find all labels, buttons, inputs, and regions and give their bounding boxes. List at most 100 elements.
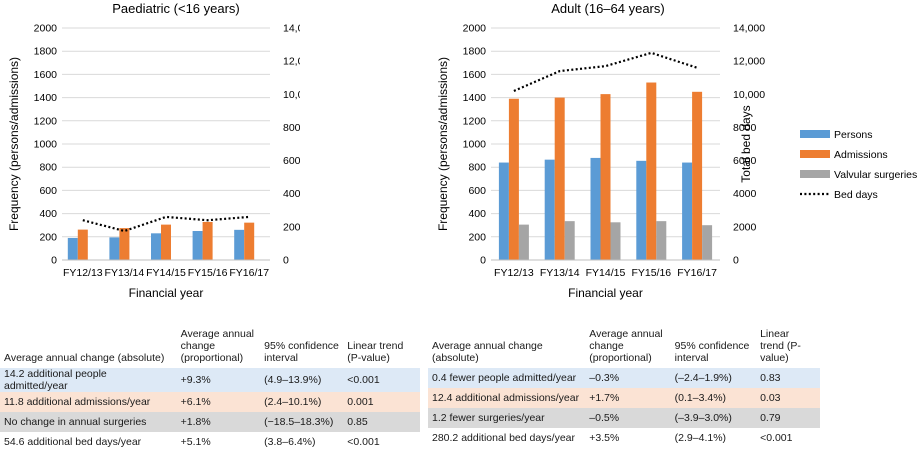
- header-trend-text: Linear trend (P-value): [760, 328, 801, 364]
- table-cell: No change in annual surgeries: [0, 412, 177, 432]
- header-ci-text: 95% confidence interval: [264, 340, 339, 364]
- header-ci-text: 95% confidence interval: [675, 340, 750, 364]
- x-axis-label: Financial year: [568, 286, 643, 300]
- y-tick-label: 200: [468, 231, 486, 243]
- y-tick-label: 1400: [463, 92, 487, 104]
- paediatric-change-table: Average annual change (absolute) Average…: [0, 328, 420, 452]
- table-cell: (0.1–3.4%): [671, 388, 756, 408]
- y-tick-label: 0: [480, 255, 486, 267]
- bar-admissions: [509, 99, 519, 260]
- table-cell: (–3.9–3.0%): [671, 408, 756, 428]
- table-cell: 0.83: [756, 368, 820, 388]
- table-cell: 1.2 fewer surgeries/year: [428, 408, 585, 428]
- table-row: No change in annual surgeries+1.8%(−18.5…: [0, 412, 420, 432]
- y2-axis-label: Total bed days: [739, 105, 753, 182]
- table-cell: –0.3%: [585, 368, 670, 388]
- legend-label: Bed days: [834, 189, 878, 201]
- table-cell: 0.79: [756, 408, 820, 428]
- bar-admissions: [692, 92, 702, 260]
- y2-tick-label: 12,000: [733, 56, 765, 68]
- bar-persons: [682, 163, 692, 260]
- table-cell: 0.001: [343, 392, 420, 412]
- header-proportional-text: Average annual change (proportional): [589, 328, 662, 364]
- line-bed-days: [514, 53, 697, 91]
- bar-persons: [499, 163, 509, 260]
- table-cell: +3.5%: [585, 428, 670, 448]
- table-cell: (3.8–6.4%): [260, 432, 343, 452]
- x-tick-label: FY15/16: [631, 267, 671, 279]
- table-cell: +9.3%: [177, 368, 261, 392]
- legend-swatch: [800, 150, 830, 158]
- bar-valvular-surgeries: [565, 221, 575, 260]
- y-axis-label: Frequency (persons/admissions): [436, 57, 450, 231]
- table-cell: 11.8 additional admissions/year: [0, 392, 177, 412]
- header-absolute: Average annual change (absolute): [0, 328, 177, 368]
- legend-label: Admissions: [834, 149, 888, 161]
- y-tick-label: 1600: [463, 69, 487, 81]
- table-cell: 12.4 additional admissions/year: [428, 388, 585, 408]
- table-cell: +5.1%: [177, 432, 261, 452]
- header-absolute: Average annual change (absolute): [428, 328, 585, 368]
- table-cell: 0.03: [756, 388, 820, 408]
- chart-title: Adult (16–64 years): [551, 1, 664, 16]
- header-ci: 95% confidence interval: [671, 328, 756, 368]
- y-tick-label: 800: [468, 162, 486, 174]
- legend-swatch: [800, 170, 830, 178]
- table-row: 0.4 fewer people admitted/year–0.3%(–2.4…: [428, 368, 820, 388]
- header-proportional: Average annual change (proportional): [585, 328, 670, 368]
- x-tick-label: FY12/13: [494, 267, 534, 279]
- bar-valvular-surgeries: [519, 225, 529, 260]
- table-cell: <0.001: [343, 368, 420, 392]
- x-tick-label: FY14/15: [586, 267, 626, 279]
- table-header-row: Average annual change (absolute) Average…: [428, 328, 820, 368]
- header-trend: Linear trend (P-value): [343, 328, 420, 368]
- legend-swatch: [800, 130, 830, 138]
- y2-tick-label: 2000: [733, 221, 757, 233]
- bar-persons: [545, 160, 555, 260]
- bar-persons: [591, 158, 601, 260]
- y2-tick-label: 4000: [733, 188, 757, 200]
- header-proportional-text: Average annual change (proportional): [181, 328, 254, 364]
- header-trend-text: Linear trend (P-value): [347, 340, 403, 364]
- y-tick-label: 400: [468, 208, 486, 220]
- header-proportional: Average annual change (proportional): [177, 328, 261, 368]
- y-tick-label: 2000: [463, 23, 487, 35]
- table-cell: (−18.5–18.3%): [260, 412, 343, 432]
- y-tick-label: 600: [468, 185, 486, 197]
- y2-tick-label: 10,000: [733, 89, 765, 101]
- bar-valvular-surgeries: [702, 225, 712, 260]
- table-cell: (2.4–10.1%): [260, 392, 343, 412]
- table-cell: 0.4 fewer people admitted/year: [428, 368, 585, 388]
- bar-valvular-surgeries: [656, 221, 666, 260]
- table-row: 54.6 additional bed days/year+5.1%(3.8–6…: [0, 432, 420, 452]
- table-cell: <0.001: [756, 428, 820, 448]
- table-row: 14.2 additional people admitted/year+9.3…: [0, 368, 420, 392]
- table-header-row: Average annual change (absolute) Average…: [0, 328, 420, 368]
- table-cell: (–2.4–1.9%): [671, 368, 756, 388]
- legend-label: Persons: [834, 129, 873, 141]
- table-cell: +6.1%: [177, 392, 261, 412]
- chart-group: Adult (16–64 years)020040060080010001200…: [436, 1, 765, 300]
- table-cell: 54.6 additional bed days/year: [0, 432, 177, 452]
- adult-chart: Adult (16–64 years)020040060080010001200…: [0, 0, 917, 305]
- adult-change-table: Average annual change (absolute) Average…: [428, 328, 820, 448]
- bar-valvular-surgeries: [611, 222, 621, 260]
- table-cell: –0.5%: [585, 408, 670, 428]
- bar-admissions: [646, 83, 656, 260]
- table-cell: (2.9–4.1%): [671, 428, 756, 448]
- bar-admissions: [601, 94, 611, 260]
- table-cell: <0.001: [343, 432, 420, 452]
- x-tick-label: FY16/17: [677, 267, 717, 279]
- table-row: 11.8 additional admissions/year+6.1%(2.4…: [0, 392, 420, 412]
- table-cell: 0.85: [343, 412, 420, 432]
- bar-admissions: [555, 98, 565, 260]
- table-cell: 14.2 additional people admitted/year: [0, 368, 177, 392]
- table-cell: (4.9–13.9%): [260, 368, 343, 392]
- table-cell: +1.7%: [585, 388, 670, 408]
- y-tick-label: 1200: [463, 115, 487, 127]
- y2-tick-label: 0: [733, 255, 739, 267]
- table-cell: 280.2 additional bed days/year: [428, 428, 585, 448]
- bar-persons: [636, 161, 646, 260]
- table-row: 1.2 fewer surgeries/year–0.5%(–3.9–3.0%)…: [428, 408, 820, 428]
